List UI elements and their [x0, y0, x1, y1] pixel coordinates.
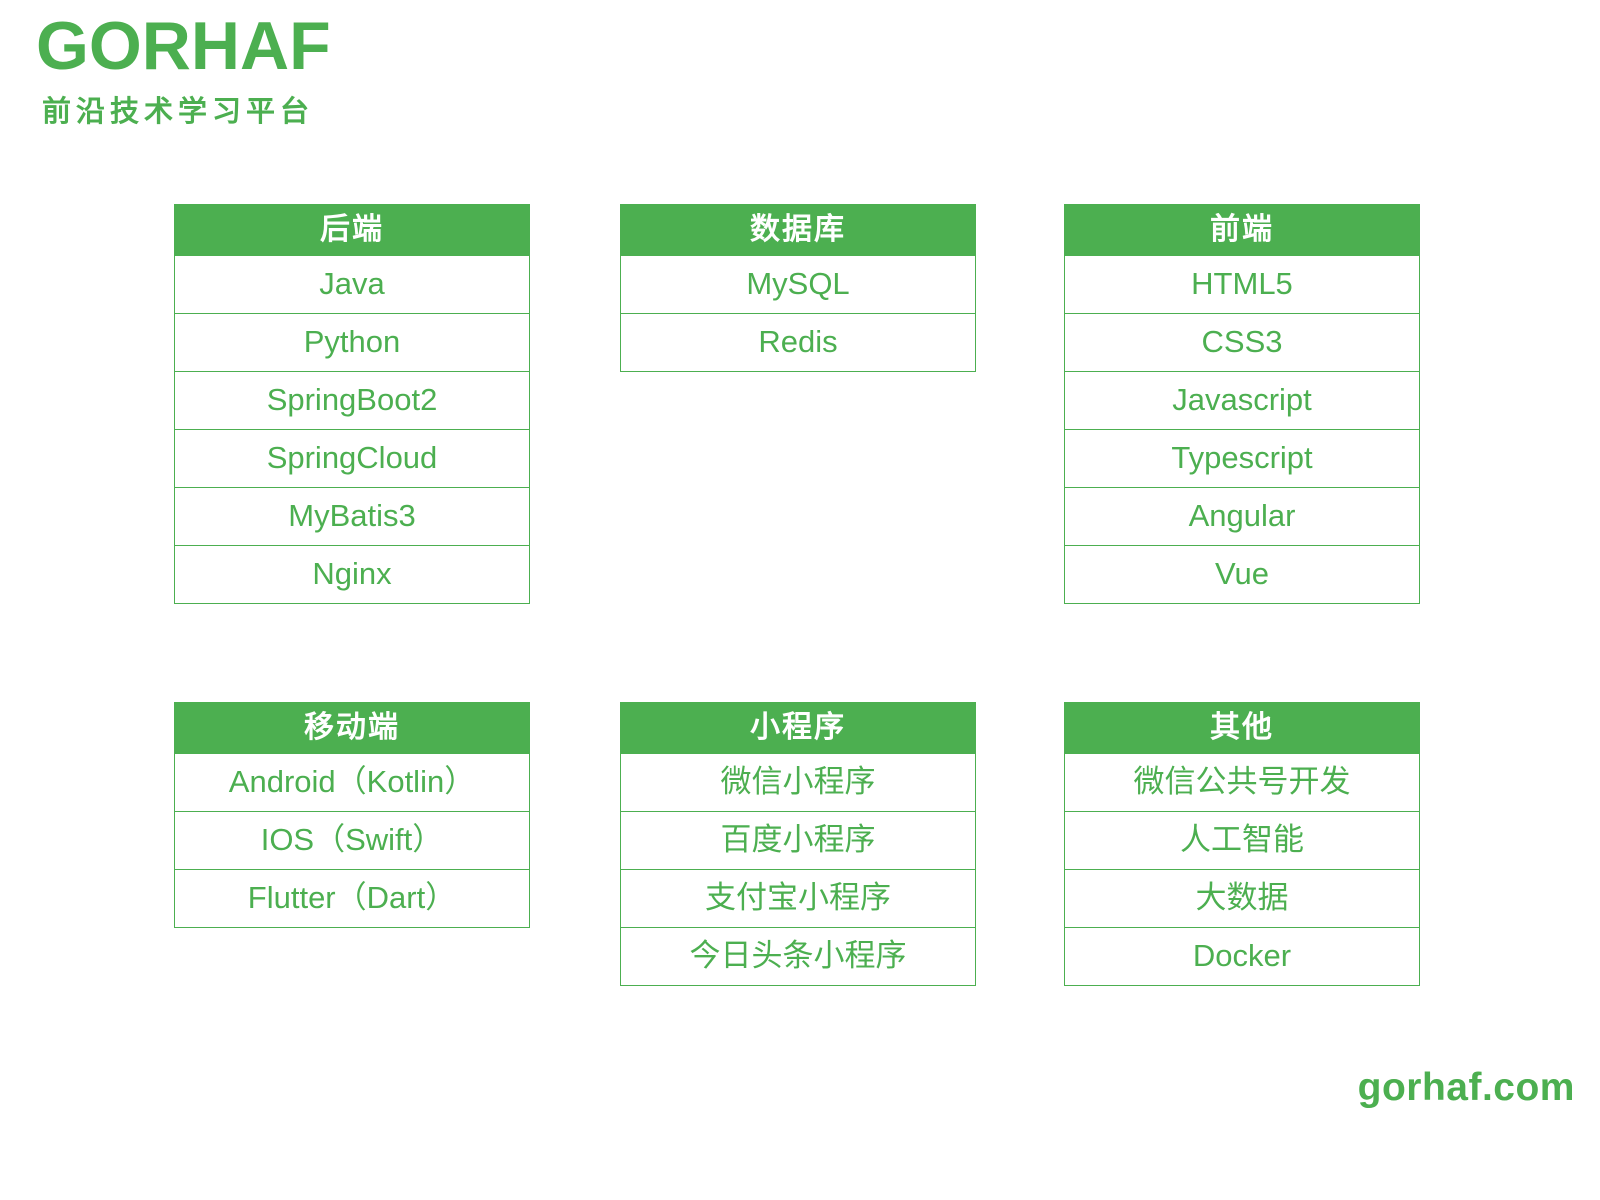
table-row: MySQL [620, 256, 976, 314]
table-row: 人工智能 [1064, 812, 1420, 870]
table-row: Angular [1064, 488, 1420, 546]
table-title: 前端 [1064, 204, 1420, 256]
table-row: Docker [1064, 928, 1420, 986]
table-row: Android（Kotlin） [174, 754, 530, 812]
table-title: 移动端 [174, 702, 530, 754]
table-row: MyBatis3 [174, 488, 530, 546]
tech-table-other: 其他 微信公共号开发 人工智能 大数据 Docker [1064, 702, 1420, 986]
table-row: Javascript [1064, 372, 1420, 430]
table-row: IOS（Swift） [174, 812, 530, 870]
table-row: 微信小程序 [620, 754, 976, 812]
brand: GORHAF 前沿技术学习平台 [36, 8, 331, 130]
brand-tagline: 前沿技术学习平台 [42, 96, 315, 129]
table-row: 今日头条小程序 [620, 928, 976, 986]
table-row: Redis [620, 314, 976, 372]
website-link: gorhaf.com [1357, 1066, 1575, 1109]
table-row: CSS3 [1064, 314, 1420, 372]
table-row: SpringBoot2 [174, 372, 530, 430]
table-row: Typescript [1064, 430, 1420, 488]
tech-table-miniprogram: 小程序 微信小程序 百度小程序 支付宝小程序 今日头条小程序 [620, 702, 976, 986]
tech-table-mobile: 移动端 Android（Kotlin） IOS（Swift） Flutter（Dart… [174, 702, 530, 928]
table-row: 大数据 [1064, 870, 1420, 928]
table-row: Vue [1064, 546, 1420, 604]
table-row: SpringCloud [174, 430, 530, 488]
table-title: 小程序 [620, 702, 976, 754]
tech-table-backend: 后端 Java Python SpringBoot2 SpringCloud MyBati… [174, 204, 530, 604]
table-row: Nginx [174, 546, 530, 604]
table-row: Java [174, 256, 530, 314]
table-title: 其他 [1064, 702, 1420, 754]
table-row: 支付宝小程序 [620, 870, 976, 928]
table-row: HTML5 [1064, 256, 1420, 314]
tech-table-database: 数据库 MySQL Redis [620, 204, 976, 372]
table-row: 微信公共号开发 [1064, 754, 1420, 812]
brand-logo: GORHAF [36, 8, 331, 84]
table-row: 百度小程序 [620, 812, 976, 870]
table-row: Python [174, 314, 530, 372]
table-row: Flutter（Dart） [174, 870, 530, 928]
tech-table-frontend: 前端 HTML5 CSS3 Javascript Typescript Angular Vu… [1064, 204, 1420, 604]
table-title: 后端 [174, 204, 530, 256]
table-title: 数据库 [620, 204, 976, 256]
